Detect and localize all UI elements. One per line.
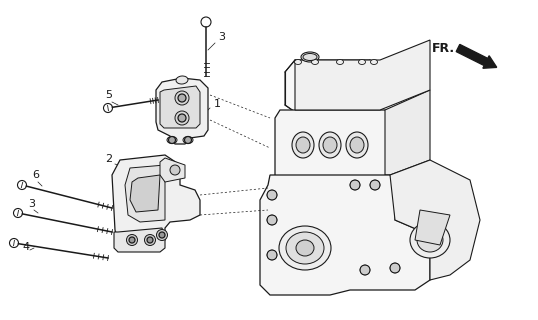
Circle shape [350,180,360,190]
Ellipse shape [303,53,317,60]
Circle shape [267,215,277,225]
Circle shape [145,235,155,245]
Ellipse shape [417,228,443,252]
Ellipse shape [292,132,314,158]
Text: 5: 5 [105,90,112,100]
Ellipse shape [358,60,365,65]
Text: 3: 3 [28,199,35,209]
Circle shape [185,137,192,143]
Circle shape [267,250,277,260]
Circle shape [168,137,175,143]
Circle shape [370,180,380,190]
Circle shape [147,237,153,243]
Ellipse shape [279,226,331,270]
Circle shape [159,232,165,238]
Polygon shape [114,228,165,252]
Polygon shape [112,155,200,248]
Circle shape [126,235,138,245]
Circle shape [178,114,186,122]
Ellipse shape [296,137,310,153]
Text: 1: 1 [214,99,221,109]
Text: 3: 3 [218,32,225,42]
Ellipse shape [323,137,337,153]
Circle shape [175,91,189,105]
Polygon shape [156,78,208,144]
Circle shape [175,111,189,125]
Polygon shape [160,86,200,128]
Ellipse shape [296,240,314,256]
Ellipse shape [410,222,450,258]
Ellipse shape [301,52,319,62]
Polygon shape [285,60,380,112]
Text: 4: 4 [22,242,29,252]
Polygon shape [260,175,430,295]
Circle shape [129,237,135,243]
Ellipse shape [286,232,324,264]
Text: 2: 2 [105,154,112,164]
Circle shape [178,94,186,102]
Circle shape [390,263,400,273]
Text: FR.: FR. [432,42,455,55]
Ellipse shape [346,132,368,158]
Polygon shape [160,158,185,182]
Circle shape [170,165,180,175]
Polygon shape [295,40,430,110]
Ellipse shape [319,132,341,158]
FancyArrow shape [456,44,497,68]
Ellipse shape [336,60,343,65]
Ellipse shape [350,137,364,153]
Circle shape [360,265,370,275]
Ellipse shape [176,76,188,84]
Polygon shape [415,210,450,245]
Ellipse shape [294,60,301,65]
Polygon shape [390,160,480,280]
Ellipse shape [167,137,177,143]
Ellipse shape [371,60,378,65]
Ellipse shape [312,60,318,65]
Circle shape [267,190,277,200]
Polygon shape [125,165,165,222]
Text: 6: 6 [32,170,39,180]
Polygon shape [275,110,390,180]
Polygon shape [385,90,430,175]
Circle shape [157,229,167,241]
Polygon shape [130,175,160,212]
Ellipse shape [183,137,193,143]
